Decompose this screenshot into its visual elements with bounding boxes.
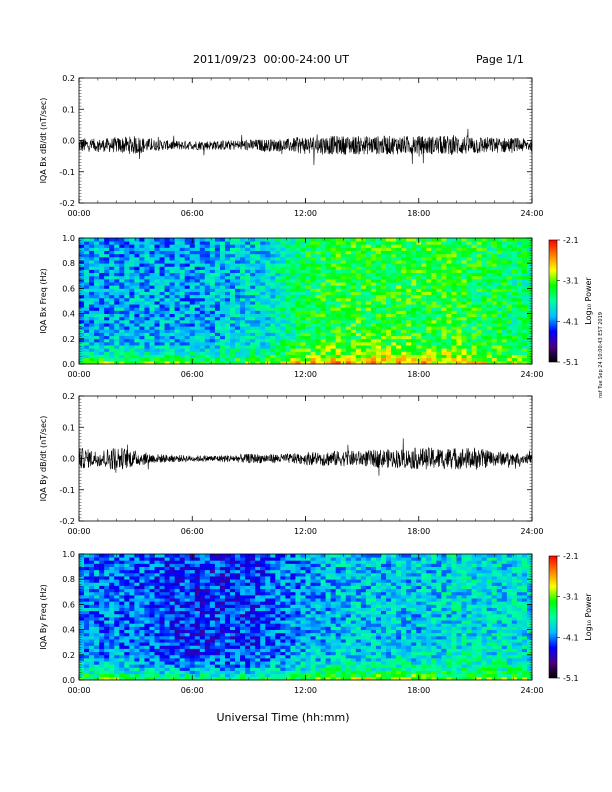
x-tick-label: 12:00 (294, 686, 317, 695)
y-axis-label: IQA Bx dB/dt (nT/sec) (39, 98, 48, 184)
colorbar-tick-label: -3.1 (563, 277, 579, 286)
colorbar-tick-label: -5.1 (563, 358, 579, 367)
colorbar-tick-label: -2.1 (563, 552, 579, 561)
y-tick-label: 0.0 (62, 455, 75, 464)
panel-bx-spectrogram: -2.1 -3.1 -4.1 -5.1 Log₁₀ Power 00:00 06:00 12:… (39, 234, 593, 379)
y-tick-label: 0.6 (62, 284, 75, 293)
y-tick-label: 0.1 (62, 105, 75, 114)
colorbar-bx-spectrogram (548, 239, 558, 363)
y-tick-label: 0.0 (62, 137, 75, 146)
spectrogram-by-spectrogram (79, 554, 533, 681)
x-tick-label: 06:00 (181, 686, 204, 695)
y-tick-label: -0.1 (59, 486, 75, 495)
waveform-trace-by-waveform (78, 438, 533, 476)
y-tick-label: 1.0 (62, 234, 75, 243)
colorbar-tick-label: -4.1 (563, 633, 579, 642)
x-tick-label: 00:00 (67, 527, 90, 536)
colorbar-tick-label: -2.1 (563, 236, 579, 245)
x-tick-label: 18:00 (407, 209, 430, 218)
y-tick-label: 0.8 (62, 575, 75, 584)
panel-by-spectrogram: -2.1 -3.1 -4.1 -5.1 Log₁₀ Power 00:00 06:00 12:… (39, 550, 593, 695)
y-axis-label: IQA Bx Freq (Hz) (39, 268, 48, 334)
x-tick-label: 18:00 (407, 686, 430, 695)
x-tick-label: 24:00 (520, 370, 543, 379)
x-tick-label: 06:00 (181, 209, 204, 218)
panel-bx-waveform: 00:00 06:00 12:00 18:00 24:00 -0.2 -0.1 0.0 0.1 0… (39, 74, 544, 218)
x-tick-label: 18:00 (407, 370, 430, 379)
y-tick-label: 0.0 (62, 360, 75, 369)
y-tick-label: 0.4 (62, 310, 75, 319)
y-tick-label: 0.2 (62, 651, 75, 660)
y-tick-label: 0.2 (62, 392, 75, 401)
x-tick-label: 18:00 (407, 527, 430, 536)
y-tick-label: -0.2 (59, 517, 75, 526)
x-tick-label: 12:00 (294, 527, 317, 536)
y-tick-label: 0.1 (62, 423, 75, 432)
waveform-trace-bx-waveform (78, 128, 533, 166)
x-tick-label: 00:00 (67, 686, 90, 695)
y-tick-label: 0.2 (62, 74, 75, 83)
x-tick-label: 24:00 (520, 209, 543, 218)
colorbar-by-spectrogram (548, 555, 558, 679)
y-tick-label: 0.8 (62, 259, 75, 268)
x-tick-label: 24:00 (520, 686, 543, 695)
y-tick-label: 0.4 (62, 626, 75, 635)
y-tick-label: -0.2 (59, 199, 75, 208)
x-tick-label: 06:00 (181, 370, 204, 379)
colorbar-label: Log₁₀ Power (584, 593, 593, 641)
y-tick-label: 0.2 (62, 335, 75, 344)
y-axis-label: IQA By Freq (Hz) (39, 584, 48, 650)
colorbar-tick-label: -4.1 (563, 317, 579, 326)
panel-by-waveform: 00:00 06:00 12:00 18:00 24:00 -0.2 -0.1 0.0 0.1 0… (39, 392, 544, 536)
x-tick-label: 06:00 (181, 527, 204, 536)
page-number: Page 1/1 (476, 53, 524, 66)
y-tick-label: 0.0 (62, 676, 75, 685)
y-axis-label: IQA By dB/dt (nT/sec) (39, 416, 48, 502)
y-tick-label: 0.6 (62, 600, 75, 609)
x-tick-label: 24:00 (520, 527, 543, 536)
spectrogram-bx-spectrogram (79, 238, 533, 365)
x-tick-label: 12:00 (294, 209, 317, 218)
x-tick-label: 00:00 (67, 209, 90, 218)
x-axis-label: Universal Time (hh:mm) (217, 711, 350, 724)
x-tick-label: 00:00 (67, 370, 90, 379)
colorbar-tick-label: -5.1 (563, 674, 579, 683)
y-tick-label: 1.0 (62, 550, 75, 559)
colorbar-tick-label: -3.1 (563, 593, 579, 602)
page-title: 2011/09/23 00:00-24:00 UT (193, 53, 350, 66)
colorbar-label: Log₁₀ Power (584, 277, 593, 325)
x-tick-label: 12:00 (294, 370, 317, 379)
y-tick-label: -0.1 (59, 168, 75, 177)
